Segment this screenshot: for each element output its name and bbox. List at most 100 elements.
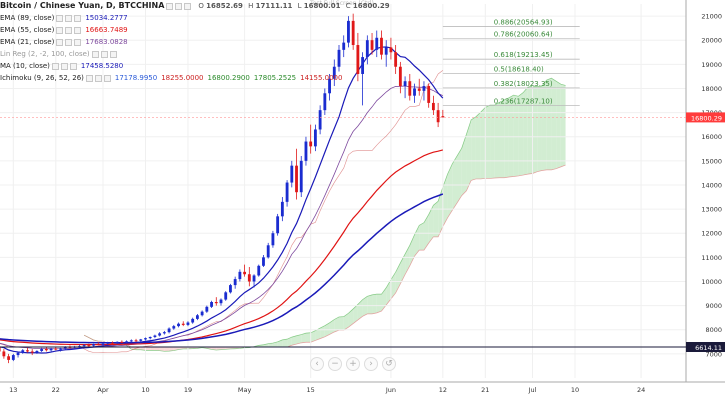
x-tick-label: 19 [184, 386, 192, 394]
forward-icon[interactable]: › [364, 357, 378, 371]
close-icon[interactable] [69, 62, 77, 70]
candle-body [2, 351, 6, 357]
legend: Bitcoin / Chinese Yuan, D, BTCCHINA O 16… [0, 0, 390, 84]
eye-icon[interactable] [166, 2, 174, 10]
eye-icon[interactable] [56, 14, 64, 22]
ichimoku-cloud-segment [348, 308, 354, 328]
ichimoku-cloud-segment [461, 134, 467, 196]
close-icon[interactable] [74, 14, 82, 22]
minus-icon[interactable]: − [328, 357, 342, 371]
close-icon[interactable] [184, 2, 192, 10]
settings-icon[interactable] [60, 62, 68, 70]
candle-body [229, 285, 232, 293]
candle-body [422, 86, 426, 91]
settings-icon[interactable] [175, 2, 183, 10]
ichimoku-cloud-segment [315, 328, 321, 341]
x-tick-label: 10 [571, 386, 579, 394]
price-tag-bg [686, 112, 725, 123]
ichimoku-cloud-segment [457, 148, 462, 204]
ichimoku-cloud-segment [447, 163, 453, 218]
ichimoku-cloud-segment [291, 335, 297, 346]
x-tick-label: 22 [52, 386, 60, 394]
indicator-name: EMA (89, close) [0, 14, 55, 22]
ohlc-o: O 16852.69 [198, 2, 243, 10]
indicator-row: EMA (55, close) 16663.7489 [0, 24, 390, 36]
candle-body [361, 57, 365, 74]
settings-icon[interactable] [65, 26, 73, 34]
eye-icon[interactable] [56, 26, 64, 34]
plus-icon[interactable]: + [346, 357, 360, 371]
ichimoku-cloud-segment [159, 347, 165, 352]
eye-icon[interactable] [56, 38, 64, 46]
candle-body [413, 88, 416, 96]
fib-level-label: 0.886(20564.93) [494, 19, 553, 27]
candle-body [394, 52, 398, 67]
indicator-value: 18255.0000 [161, 74, 204, 82]
ichimoku-cloud-segment [145, 347, 151, 351]
candle-body [59, 348, 62, 350]
ohlc-readout: O 16852.69 H 17111.11 L 16800.01 C 16800… [195, 0, 389, 12]
candle-body [120, 341, 124, 343]
ichimoku-cloud-segment [390, 272, 396, 299]
candle-body [233, 279, 237, 286]
settings-icon[interactable] [94, 74, 102, 82]
candle-body [389, 47, 393, 53]
candle-body [398, 66, 402, 87]
candle-body [186, 322, 190, 325]
candle-body [26, 350, 29, 352]
close-icon[interactable] [109, 50, 117, 58]
candle-body [299, 160, 303, 193]
candle-body [318, 110, 322, 130]
ichimoku-cloud-segment [282, 339, 288, 348]
close-icon[interactable] [74, 38, 82, 46]
x-tick-label: 10 [141, 386, 149, 394]
candle-body [441, 116, 445, 118]
candle-body [436, 110, 440, 123]
y-tick-label: 16000 [701, 133, 722, 141]
price-axis-bg [686, 0, 725, 409]
ichimoku-cloud-segment [423, 214, 429, 251]
ichimoku-cloud-segment [480, 107, 486, 179]
indicator-value: 16663.7489 [85, 26, 128, 34]
candle-body [125, 341, 129, 343]
ichimoku-cloud-segment [466, 119, 472, 191]
candle-body [148, 336, 152, 339]
ichimoku-cloud-segment [150, 347, 155, 351]
settings-icon[interactable] [65, 38, 73, 46]
y-tick-label: 11000 [701, 254, 722, 262]
candle-body [309, 141, 313, 147]
candle-body [224, 292, 228, 300]
eye-icon[interactable] [85, 74, 93, 82]
back-icon[interactable]: ‹ [310, 357, 324, 371]
candle-body [427, 86, 431, 103]
ichimoku-cloud-segment [310, 330, 316, 343]
candle-body [356, 45, 360, 74]
settings-icon[interactable] [65, 14, 73, 22]
ichimoku-cloud-segment [221, 347, 226, 350]
reset-icon[interactable]: ↺ [382, 357, 396, 371]
candle-body [129, 340, 133, 342]
candle-body [177, 323, 180, 327]
candle-body [63, 346, 67, 349]
eye-icon[interactable] [91, 50, 99, 58]
candle-body [304, 141, 308, 161]
indicator-name: EMA (55, close) [0, 26, 55, 34]
ichimoku-cloud-segment [560, 84, 566, 167]
ichimoku-cloud-segment [343, 313, 349, 331]
candle-body [195, 315, 199, 319]
candle-body [375, 37, 379, 50]
settings-icon[interactable] [100, 50, 108, 58]
candle-body [408, 81, 412, 96]
ichimoku-cloud-segment [546, 78, 552, 170]
x-tick-label: Jul [528, 386, 537, 394]
ichimoku-cloud-segment [216, 347, 221, 351]
candle-body [252, 275, 256, 282]
candle-body [44, 349, 48, 351]
close-icon[interactable] [74, 26, 82, 34]
x-tick-label: Jun [385, 386, 396, 394]
x-tick-label: 21 [481, 386, 489, 394]
close-icon[interactable] [103, 74, 111, 82]
eye-icon[interactable] [51, 62, 59, 70]
